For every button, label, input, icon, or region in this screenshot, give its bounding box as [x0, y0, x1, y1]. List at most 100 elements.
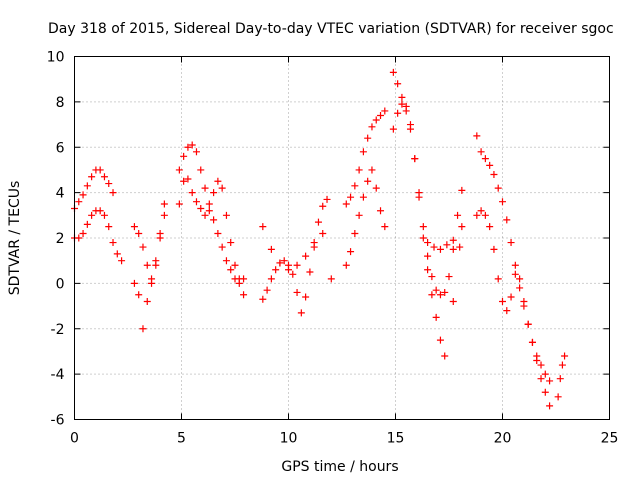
- data-point: [143, 261, 151, 269]
- chart-title: Day 318 of 2015, Sidereal Day-to-day VTE…: [48, 21, 614, 37]
- data-point: [411, 155, 419, 163]
- data-point: [235, 275, 243, 283]
- data-point: [188, 189, 196, 197]
- series-track-o: [473, 207, 554, 385]
- data-point: [302, 252, 310, 260]
- data-point: [175, 166, 183, 174]
- data-point: [456, 243, 464, 251]
- data-point: [428, 291, 436, 299]
- data-point: [310, 239, 318, 247]
- data-point: [293, 261, 301, 269]
- data-point: [192, 148, 200, 156]
- data-point: [372, 184, 380, 192]
- data-point: [486, 223, 494, 231]
- data-point: [156, 234, 164, 242]
- data-point: [449, 236, 457, 244]
- data-point: [175, 200, 183, 208]
- data-point: [188, 141, 196, 149]
- data-point: [441, 288, 449, 296]
- x-tick-label: 20: [494, 431, 512, 447]
- data-point: [546, 377, 554, 385]
- data-point: [389, 68, 397, 76]
- data-point: [267, 245, 275, 253]
- data-point: [503, 307, 511, 315]
- data-point: [377, 111, 385, 119]
- data-point: [180, 177, 188, 185]
- data-point: [556, 375, 564, 383]
- data-point: [351, 229, 359, 237]
- y-tick-label: 4: [56, 186, 65, 202]
- data-point: [210, 189, 218, 197]
- data-point: [394, 80, 402, 88]
- data-point: [424, 239, 432, 247]
- data-point: [130, 279, 138, 287]
- data-point: [272, 266, 280, 274]
- data-point: [477, 207, 485, 215]
- data-point: [436, 291, 444, 299]
- data-point: [364, 134, 372, 142]
- data-point: [554, 393, 562, 401]
- data-point: [79, 229, 87, 237]
- x-tick-label: 25: [601, 431, 619, 447]
- y-tick-label: -6: [51, 413, 65, 429]
- data-point: [355, 166, 363, 174]
- data-point: [139, 243, 147, 251]
- data-point: [218, 243, 226, 251]
- x-axis-label: GPS time / hours: [281, 459, 398, 475]
- series-track-k: [389, 68, 466, 299]
- data-point: [83, 220, 91, 228]
- data-point: [528, 338, 536, 346]
- data-point: [481, 155, 489, 163]
- x-tick-label: 15: [387, 431, 405, 447]
- data-point: [100, 211, 108, 219]
- data-point: [432, 313, 440, 321]
- data-point: [297, 309, 305, 317]
- data-point: [486, 161, 494, 169]
- data-point: [218, 184, 226, 192]
- data-point: [477, 148, 485, 156]
- series-track-p: [554, 352, 569, 401]
- data-point: [75, 234, 83, 242]
- data-point: [473, 132, 481, 140]
- y-tick-label: -2: [51, 322, 65, 338]
- data-point: [79, 191, 87, 199]
- x-tick-label: 10: [280, 431, 298, 447]
- data-point: [135, 229, 143, 237]
- data-point: [443, 241, 451, 249]
- data-point: [419, 234, 427, 242]
- data-point: [319, 202, 327, 210]
- data-point: [319, 229, 327, 237]
- data-point: [160, 211, 168, 219]
- series-track-f: [175, 175, 248, 299]
- data-point: [130, 223, 138, 231]
- data-point: [481, 211, 489, 219]
- data-point: [541, 388, 549, 396]
- data-point: [214, 177, 222, 185]
- data-point: [201, 184, 209, 192]
- data-point: [205, 200, 213, 208]
- data-point: [96, 207, 104, 215]
- data-point: [240, 291, 248, 299]
- data-point: [381, 223, 389, 231]
- data-point: [227, 266, 235, 274]
- data-point: [302, 293, 310, 301]
- data-point: [351, 182, 359, 190]
- data-point: [197, 205, 205, 213]
- data-point: [143, 298, 151, 306]
- data-point: [454, 211, 462, 219]
- data-points: [71, 68, 569, 410]
- series-track-h: [259, 223, 335, 283]
- data-point: [524, 320, 532, 328]
- data-point: [368, 166, 376, 174]
- data-point: [355, 211, 363, 219]
- data-point: [419, 223, 427, 231]
- data-point: [533, 352, 541, 360]
- data-point: [546, 402, 554, 410]
- data-point: [377, 207, 385, 215]
- data-point: [494, 184, 502, 192]
- y-axis-label: SDTVAR / TECUs: [7, 181, 23, 296]
- data-point: [458, 223, 466, 231]
- x-tick-label: 5: [177, 431, 186, 447]
- data-point: [184, 143, 192, 151]
- data-point: [105, 223, 113, 231]
